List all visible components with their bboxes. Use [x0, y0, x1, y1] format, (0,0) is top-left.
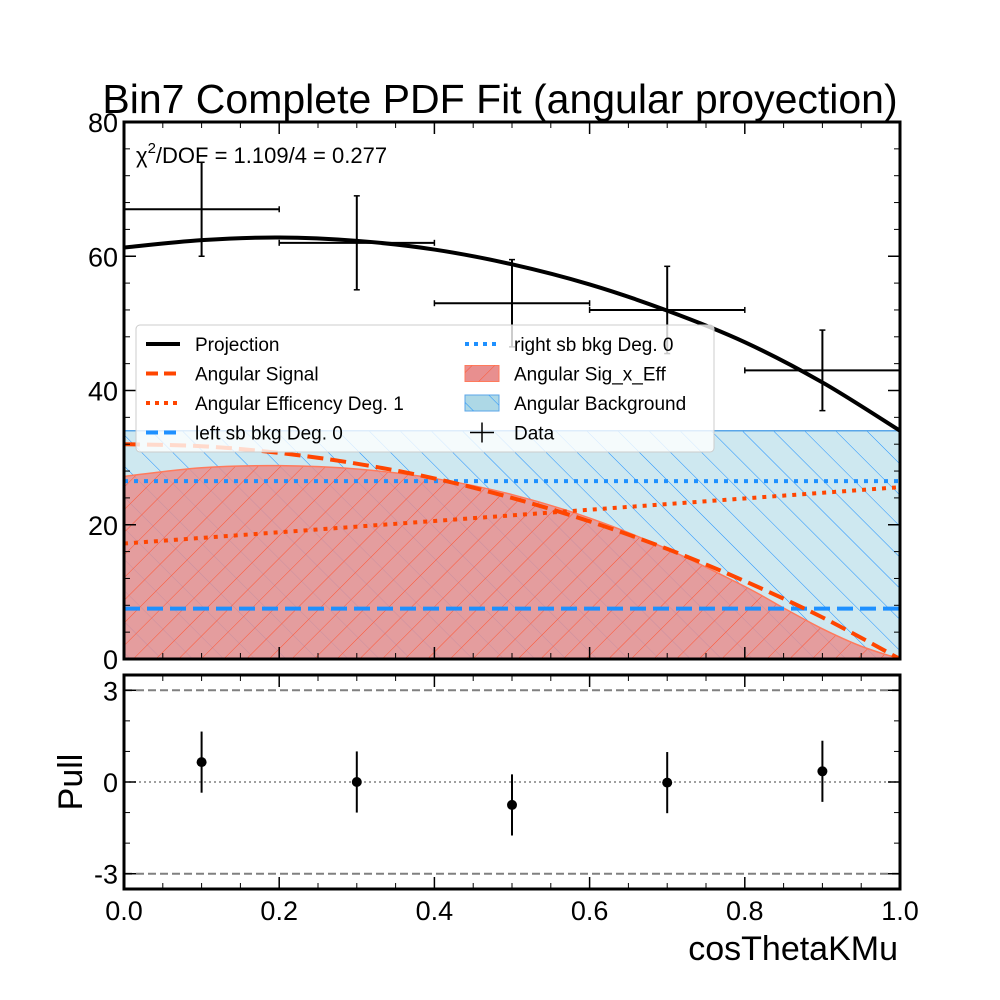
- legend-label: Data: [514, 424, 555, 445]
- legend-label: Angular Background: [514, 394, 686, 415]
- legend-label: right sb bkg Deg. 0: [514, 335, 673, 356]
- main-fills: [124, 430, 900, 659]
- angular-sig-eff-edge: [124, 464, 900, 659]
- pull-point: [507, 774, 517, 836]
- main-plot-frame: [122, 120, 902, 661]
- pull-y-tick-labels: -3 0 3: [94, 676, 118, 889]
- pull-y-tick-label: -3: [94, 860, 118, 890]
- legend-entry: Angular Sig_x_Eff: [464, 365, 666, 386]
- legend-label: Projection: [195, 335, 280, 356]
- pull-points: [196, 731, 828, 836]
- pull-point: [817, 740, 828, 802]
- pull-marker: [196, 757, 207, 768]
- pull-reference-lines: [124, 689, 900, 875]
- legend-label: Angular Signal: [195, 365, 319, 386]
- y-tick-label: 40: [88, 377, 118, 407]
- legend-label: left sb bkg Deg. 0: [195, 424, 343, 445]
- legend-entry: right sb bkg Deg. 0: [465, 335, 673, 356]
- pull-marker: [351, 777, 362, 787]
- x-tick-label: 0.8: [726, 896, 764, 926]
- main-y-tick-labels: 0 20 40 60 80: [88, 108, 118, 675]
- legend-entry: Angular Signal: [146, 365, 319, 386]
- pull-marker: [817, 766, 828, 777]
- pull-y-axis-label: Pull: [52, 754, 90, 811]
- pull-y-tick-label: 0: [103, 768, 118, 798]
- pull-plot-frame: [122, 673, 902, 891]
- legend-handle-hatch: [465, 365, 499, 382]
- pull-point: [196, 731, 207, 793]
- chi2-annotation: χ2/DOF = 1.109/4 = 0.277: [136, 140, 387, 168]
- data-point: [123, 161, 280, 257]
- chi2-symbol: χ: [136, 143, 148, 168]
- legend: Projection Angular Signal Angular Efficenc…: [135, 324, 715, 453]
- legend-box: [135, 324, 715, 453]
- legend-label: Angular Sig_x_Eff: [514, 365, 666, 386]
- y-tick-label: 0: [103, 645, 118, 675]
- legend-entry: Angular Efficency Deg. 1: [146, 394, 404, 415]
- projection-line: [124, 235, 900, 433]
- pull-point: [662, 752, 673, 814]
- legend-entry: Angular Background: [464, 394, 686, 415]
- chi2-text: /DOF = 1.109/4 = 0.277: [156, 143, 387, 168]
- y-tick-label: 80: [88, 108, 118, 138]
- x-tick-labels: 0.0 0.2 0.4 0.6 0.8 1.0: [105, 896, 919, 926]
- chi2-superscript: 2: [148, 140, 156, 157]
- angular-sig-eff-hatch: [124, 465, 900, 659]
- pull-point: [351, 751, 362, 813]
- data-point: [744, 329, 901, 412]
- x-tick-label: 0.6: [571, 896, 609, 926]
- legend-entry: Data: [470, 422, 555, 445]
- x-tick-label: 1.0: [881, 896, 919, 926]
- pull-marker: [662, 777, 673, 788]
- x-tick-label: 0.4: [416, 896, 454, 926]
- x-tick-label: 0.2: [260, 896, 298, 926]
- main-plot: 0 20 40 60 80 χ2/DOF = 1.109/4 = 0.277 Proje…: [88, 108, 902, 675]
- pull-plot: -3 0 3 0.0 0.2 0.4 0.6 0.8 1.0 Pull cosThetaKMu: [52, 673, 919, 968]
- pull-marker: [507, 799, 517, 810]
- legend-handle-hatch: [465, 395, 499, 411]
- data-point: [278, 195, 436, 291]
- y-tick-label: 60: [88, 242, 118, 272]
- pull-y-tick-label: 3: [103, 676, 118, 706]
- chart-title: Bin7 Complete PDF Fit (angular proyectio…: [102, 76, 897, 122]
- x-tick-label: 0.0: [105, 896, 143, 926]
- x-axis-label: cosThetaKMu: [688, 930, 898, 968]
- y-tick-label: 20: [88, 511, 118, 541]
- legend-entry: left sb bkg Deg. 0: [146, 424, 343, 445]
- legend-entry: Projection: [146, 335, 280, 356]
- legend-label: Angular Efficency Deg. 1: [195, 394, 404, 415]
